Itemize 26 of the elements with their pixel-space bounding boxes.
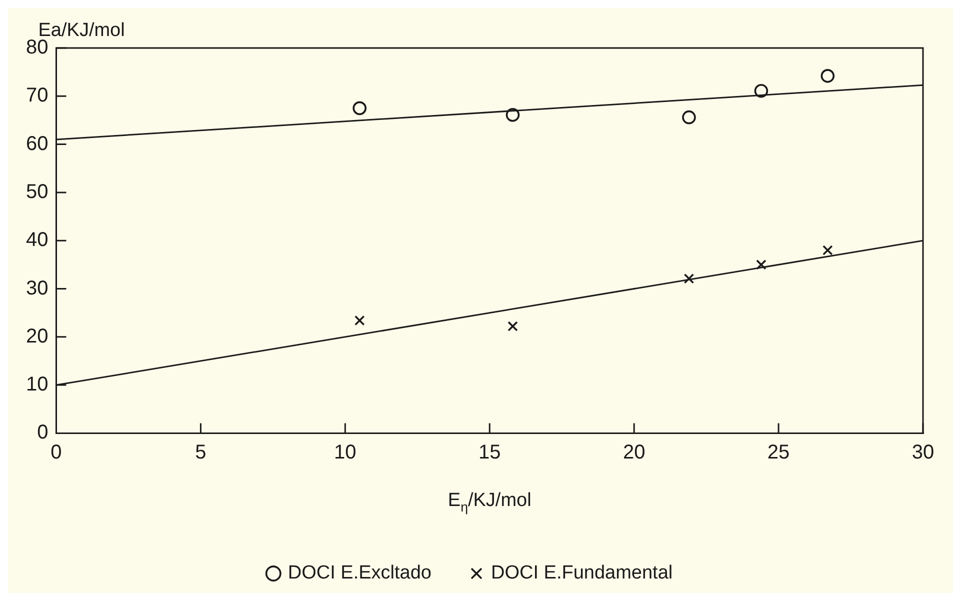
y-tick-label: 60: [26, 132, 48, 155]
x-tick-label: 30: [912, 442, 934, 464]
x-tick-label: 10: [334, 442, 356, 464]
point: [506, 108, 520, 122]
point: [822, 245, 833, 256]
y-tick-label: 20: [26, 325, 48, 348]
x-tick-label: 15: [478, 442, 501, 464]
point: [354, 315, 365, 326]
y-tick-label: 30: [26, 277, 48, 300]
y-tick-label: 0: [37, 422, 48, 444]
legend-label: DOCI E.Fundamental: [490, 562, 673, 584]
point: [756, 260, 766, 270]
y-tick-label: 50: [26, 180, 48, 203]
legend-label: DOCI E.Excltado: [288, 562, 432, 584]
x-tick-label: 25: [767, 442, 790, 464]
y-tick-label: 70: [26, 84, 48, 107]
y-tick-label: 40: [26, 229, 48, 252]
point: [820, 69, 835, 83]
x-tick-label: 20: [622, 442, 646, 464]
point: [684, 273, 694, 284]
point: [754, 84, 768, 98]
y-tick-label: 10: [26, 374, 48, 396]
point: [508, 321, 518, 332]
point: [352, 101, 367, 116]
x-tick-label: 5: [195, 442, 206, 464]
point: [682, 110, 696, 124]
